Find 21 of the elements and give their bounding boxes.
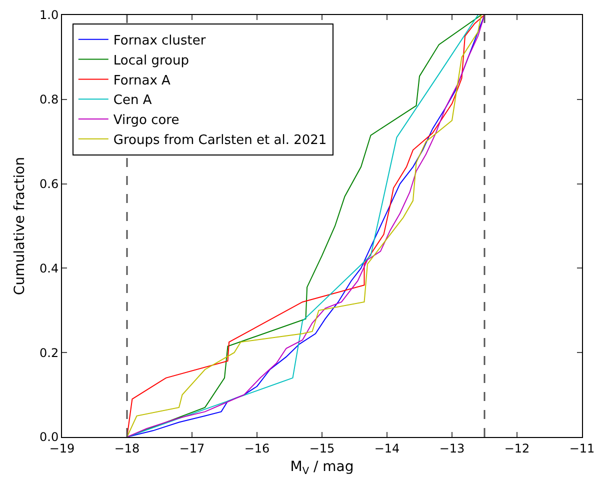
legend-label: Cen A — [113, 93, 152, 108]
legend-label: Groups from Carlsten et al. 2021 — [113, 132, 327, 148]
x-tick-label: −18 — [114, 441, 140, 456]
legend-label: Fornax A — [113, 73, 171, 88]
y-tick-label: 0.2 — [40, 346, 59, 360]
x-tick-label: −11 — [569, 441, 595, 456]
x-axis-title: M$_{V}$ / mag — [290, 459, 354, 477]
x-tick-label: −13 — [439, 441, 465, 456]
y-tick-label: 0.4 — [40, 261, 59, 276]
legend-label: Virgo core — [113, 113, 180, 128]
x-tick-label: −15 — [309, 441, 335, 456]
legend-label: Local group — [113, 53, 189, 68]
x-tick-label: −12 — [504, 441, 530, 456]
y-axis-title: Cumulative fraction — [12, 156, 28, 296]
x-tick-label: −14 — [374, 441, 400, 456]
x-tick-label: −17 — [179, 441, 205, 456]
legend-label: Fornax cluster — [113, 33, 206, 48]
y-tick-label: 0.6 — [40, 177, 59, 191]
y-tick-label: 0.8 — [40, 92, 59, 107]
y-tick-label: 1.0 — [40, 8, 59, 22]
x-tick-label: −16 — [244, 441, 270, 456]
